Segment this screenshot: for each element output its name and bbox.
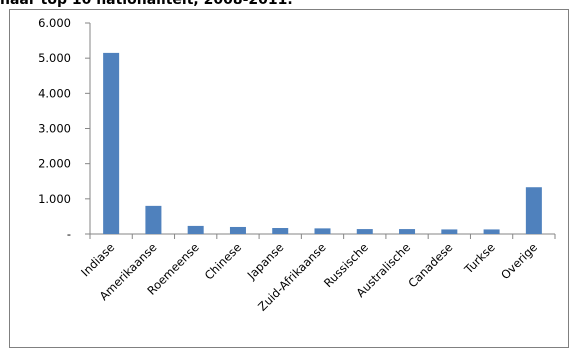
y-tick-label: 1.000 bbox=[38, 192, 71, 206]
bar-overige bbox=[525, 187, 542, 234]
bar-australische bbox=[399, 229, 416, 234]
y-tick-label: - bbox=[67, 227, 71, 241]
y-axis: - 1.000 2.000 3.000 4.000 5.000 6.000 bbox=[38, 16, 91, 241]
bar-chinese bbox=[229, 226, 246, 234]
x-tick-label: Overige bbox=[498, 240, 540, 282]
x-tick-label: Indiase bbox=[78, 240, 117, 279]
bar-roemeense bbox=[187, 225, 204, 234]
x-tick-label: Turkse bbox=[461, 240, 498, 277]
bar-zuid-afrikaanse bbox=[314, 228, 331, 234]
x-axis bbox=[89, 233, 556, 239]
y-tick-label: 4.000 bbox=[38, 86, 71, 100]
bar-turkse bbox=[483, 229, 500, 234]
bars bbox=[103, 52, 542, 235]
bar-japanse bbox=[272, 228, 289, 234]
y-tick-label: 6.000 bbox=[38, 16, 71, 30]
bar-canadese bbox=[441, 229, 458, 234]
bar-indiase bbox=[103, 52, 120, 235]
y-tick-label: 5.000 bbox=[38, 51, 71, 65]
chart-area bbox=[9, 9, 569, 348]
x-tick-label: Canadese bbox=[405, 240, 455, 290]
chart-title: naar top 10 nationaliteit, 2008-2011. bbox=[0, 0, 293, 8]
bar-russische bbox=[356, 229, 373, 234]
x-tick-label: Chinese bbox=[202, 240, 244, 282]
x-tick-label: Japanse bbox=[244, 240, 287, 283]
bar-amerikaanse bbox=[145, 205, 162, 234]
y-tick-label: 3.000 bbox=[38, 122, 71, 136]
y-tick-label: 2.000 bbox=[38, 157, 71, 171]
